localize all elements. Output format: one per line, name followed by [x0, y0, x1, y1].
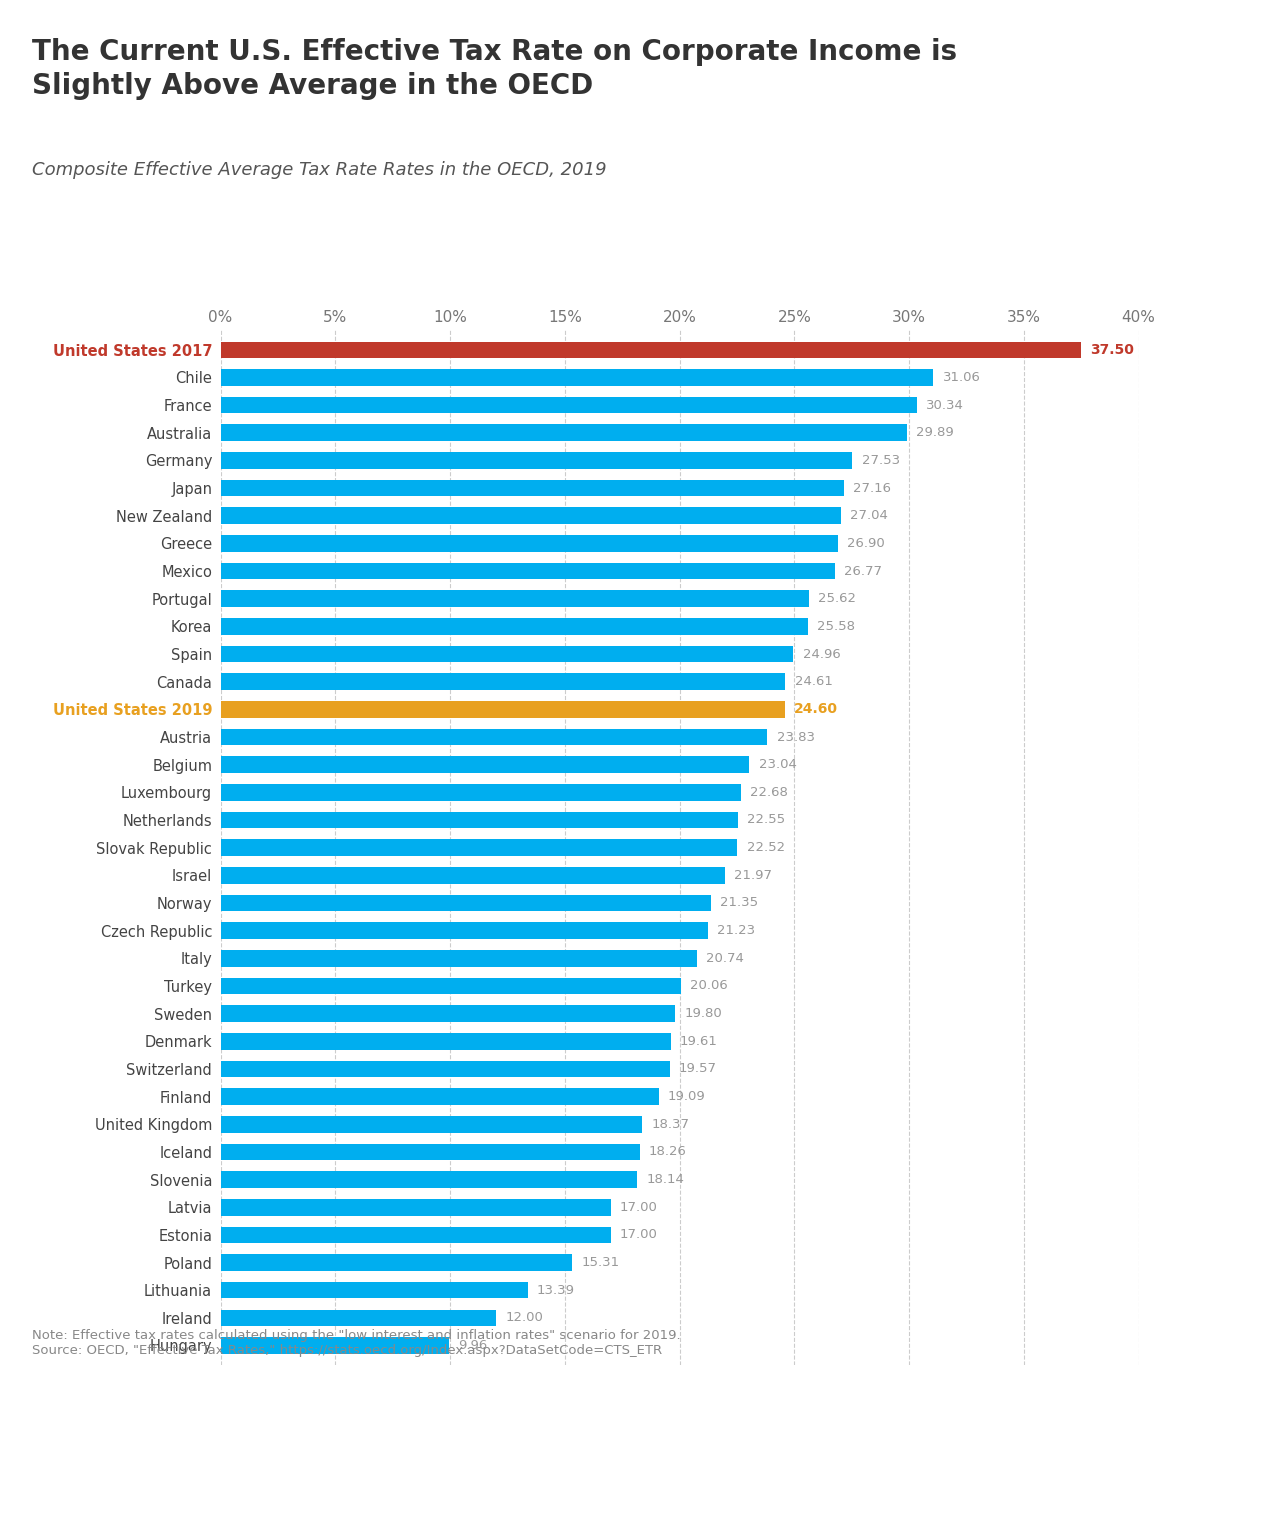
Text: 22.68: 22.68 [750, 785, 788, 799]
Text: 26.90: 26.90 [847, 536, 885, 550]
Bar [221, 1199, 611, 1216]
Text: 27.53: 27.53 [862, 453, 900, 467]
Text: 25.62: 25.62 [817, 592, 856, 606]
Text: Note: Effective tax rates calculated using the "low interest and inflation rates: Note: Effective tax rates calculated usi… [32, 1330, 681, 1357]
Bar [221, 397, 917, 413]
Bar [221, 1144, 640, 1160]
Bar [221, 1116, 643, 1133]
Bar [221, 1282, 528, 1299]
Bar [221, 535, 838, 552]
Text: 19.80: 19.80 [685, 1007, 722, 1021]
Text: 17.00: 17.00 [620, 1200, 658, 1214]
Text: TAX FOUNDATION: TAX FOUNDATION [28, 1492, 207, 1509]
Bar [221, 452, 853, 469]
Text: 26.77: 26.77 [844, 564, 882, 578]
Bar [221, 895, 710, 911]
Text: 25.58: 25.58 [817, 619, 854, 633]
Bar [221, 1088, 659, 1105]
Bar [221, 1310, 496, 1326]
Bar [221, 507, 842, 524]
Text: 27.04: 27.04 [850, 509, 889, 523]
Text: 21.35: 21.35 [719, 896, 757, 910]
Text: 22.55: 22.55 [747, 813, 785, 827]
Bar [221, 1254, 572, 1271]
Bar [221, 867, 724, 884]
Text: 18.14: 18.14 [646, 1173, 683, 1187]
Bar [221, 1337, 449, 1354]
Bar [221, 839, 737, 856]
Bar [221, 784, 741, 801]
Bar [221, 950, 696, 967]
Text: 23.04: 23.04 [759, 758, 797, 772]
Bar [221, 646, 793, 662]
Text: 20.06: 20.06 [690, 979, 728, 993]
Text: 21.23: 21.23 [717, 924, 755, 938]
Bar [221, 480, 844, 496]
Text: 15.31: 15.31 [581, 1256, 620, 1270]
Bar [221, 756, 750, 773]
Text: 23.83: 23.83 [776, 730, 815, 744]
Bar [221, 922, 708, 939]
Bar [221, 673, 785, 690]
Text: 37.50: 37.50 [1090, 343, 1135, 357]
Text: 24.60: 24.60 [794, 702, 839, 716]
Bar [221, 590, 808, 607]
Bar [221, 812, 738, 828]
Text: 22.52: 22.52 [747, 841, 784, 855]
Bar [221, 341, 1081, 358]
Bar [221, 978, 681, 994]
Text: Composite Effective Average Tax Rate Rates in the OECD, 2019: Composite Effective Average Tax Rate Rat… [32, 161, 607, 180]
Text: @TaxFoundation: @TaxFoundation [1099, 1492, 1247, 1509]
Text: 30.34: 30.34 [926, 398, 964, 412]
Bar [221, 1033, 671, 1050]
Text: 9.96: 9.96 [458, 1339, 487, 1353]
Text: The Current U.S. Effective Tax Rate on Corporate Income is
Slightly Above Averag: The Current U.S. Effective Tax Rate on C… [32, 38, 958, 100]
Bar [221, 424, 907, 441]
Text: 19.09: 19.09 [668, 1090, 705, 1104]
Text: 29.89: 29.89 [915, 426, 954, 440]
Bar [221, 1227, 611, 1243]
Bar [221, 701, 785, 718]
Text: 18.37: 18.37 [652, 1117, 690, 1131]
Bar [221, 369, 933, 386]
Text: 12.00: 12.00 [505, 1311, 543, 1325]
Text: 19.57: 19.57 [678, 1062, 717, 1076]
Bar [221, 1061, 669, 1077]
Text: 24.96: 24.96 [802, 647, 840, 661]
Text: 13.39: 13.39 [537, 1283, 575, 1297]
Bar [221, 1171, 638, 1188]
Text: 18.26: 18.26 [649, 1145, 687, 1159]
Bar [221, 729, 768, 745]
Bar [221, 563, 835, 579]
Bar [221, 618, 807, 635]
Text: 21.97: 21.97 [734, 868, 771, 882]
Text: 19.61: 19.61 [680, 1034, 718, 1048]
Text: 24.61: 24.61 [794, 675, 833, 689]
Text: 17.00: 17.00 [620, 1228, 658, 1242]
Text: 27.16: 27.16 [853, 481, 891, 495]
Text: 20.74: 20.74 [706, 951, 743, 965]
Text: 31.06: 31.06 [942, 370, 980, 384]
Bar [221, 1005, 674, 1022]
